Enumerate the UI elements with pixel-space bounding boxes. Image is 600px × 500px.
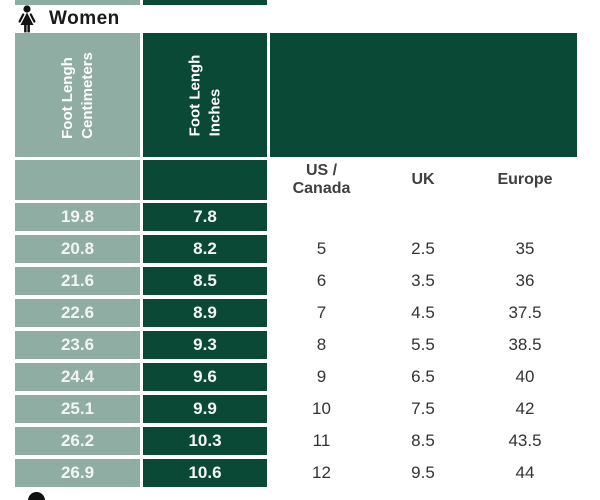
- cell-size-europe: 35: [515, 239, 535, 258]
- cell-foot-length-cm: 20.8: [15, 235, 140, 263]
- header-sizes-block: [270, 33, 577, 157]
- cell-size-europe: 42: [515, 399, 535, 418]
- cell-foot-length-inches: 7.8: [143, 203, 267, 231]
- next-section-icon-head: [28, 492, 45, 500]
- cell-foot-length-inches: 9.6: [143, 363, 267, 391]
- cell-size-uk: 3.5: [411, 271, 435, 290]
- cell-size-uk: [373, 203, 473, 231]
- column-header-uk: UK: [411, 170, 435, 188]
- header-foot-length-centimeters-text: Foot Lengh Centimeters: [58, 51, 96, 139]
- size-table-rows: 19.8 7.8 20.8 8.2 5 2.5 35 21.6 8.5 6 3.…: [15, 203, 577, 491]
- cell-size-uk: 6.5: [411, 367, 435, 386]
- header-foot-length-inches: Foot Lengh Inches: [143, 33, 267, 157]
- table-row: 25.1 9.9 10 7.5 42: [15, 395, 577, 423]
- table-row: 21.6 8.5 6 3.5 36: [15, 267, 577, 295]
- cell-foot-length-cm: 22.6: [15, 299, 140, 327]
- cell-foot-length-inches: 8.5: [143, 267, 267, 295]
- cell-foot-length-cm: 21.6: [15, 267, 140, 295]
- cell-foot-length-cm: 26.9: [15, 459, 140, 487]
- cell-size-uk: 5.5: [411, 335, 435, 354]
- cell-size-europe: 37.5: [508, 303, 542, 322]
- cell-foot-length-inches: 10.3: [143, 427, 267, 455]
- cell-size-us-canada: [270, 203, 373, 231]
- subheader-inches-spacer: [143, 160, 267, 200]
- previous-table-remnant-inches: [143, 0, 267, 5]
- section-header: Women: [15, 5, 120, 33]
- cell-foot-length-cm: 25.1: [15, 395, 140, 423]
- table-row: 20.8 8.2 5 2.5 35: [15, 235, 577, 263]
- cell-size-europe: 44: [515, 463, 535, 482]
- woman-icon: [15, 5, 39, 33]
- cell-size-us-canada: 6: [316, 271, 327, 290]
- table-row: 26.9 10.6 12 9.5 44: [15, 459, 577, 487]
- table-row: 22.6 8.9 7 4.5 37.5: [15, 299, 577, 327]
- cell-foot-length-inches: 8.9: [143, 299, 267, 327]
- section-title: Women: [49, 8, 120, 29]
- cell-size-europe: 40: [515, 367, 535, 386]
- cell-foot-length-cm: 26.2: [15, 427, 140, 455]
- cell-size-uk: 4.5: [411, 303, 435, 322]
- cell-size-europe: 36: [515, 271, 535, 290]
- cell-size-us-canada: 7: [316, 303, 327, 322]
- previous-table-remnant-cm: [15, 0, 140, 5]
- subheader-cm-spacer: [15, 160, 140, 200]
- cell-size-uk: 9.5: [411, 463, 435, 482]
- table-row: 19.8 7.8: [15, 203, 577, 231]
- cell-size-europe: 38.5: [508, 335, 542, 354]
- header-foot-length-centimeters: Foot Lengh Centimeters: [15, 33, 140, 157]
- cell-size-us-canada: 12: [312, 463, 331, 482]
- table-row: 24.4 9.6 9 6.5 40: [15, 363, 577, 391]
- cell-size-europe: 43.5: [508, 431, 542, 450]
- cell-foot-length-cm: 23.6: [15, 331, 140, 359]
- cell-size-us-canada: 9: [316, 367, 327, 386]
- cell-foot-length-inches: 8.2: [143, 235, 267, 263]
- cell-foot-length-cm: 24.4: [15, 363, 140, 391]
- cell-size-europe: [473, 203, 577, 231]
- table-row: 23.6 9.3 8 5.5 38.5: [15, 331, 577, 359]
- cell-size-us-canada: 11: [312, 431, 331, 450]
- cell-foot-length-inches: 9.9: [143, 395, 267, 423]
- table-row: 26.2 10.3 11 8.5 43.5: [15, 427, 577, 455]
- header-foot-length-inches-text: Foot Lengh Inches: [186, 54, 224, 136]
- cell-size-us-canada: 10: [312, 399, 331, 418]
- column-header-europe: Europe: [497, 170, 553, 188]
- cell-size-uk: 7.5: [411, 399, 435, 418]
- cell-size-uk: 8.5: [411, 431, 435, 450]
- cell-foot-length-inches: 10.6: [143, 459, 267, 487]
- column-header-us-canada: US / Canada: [292, 161, 351, 197]
- cell-foot-length-cm: 19.8: [15, 203, 140, 231]
- cell-size-us-canada: 8: [316, 335, 327, 354]
- cell-foot-length-inches: 9.3: [143, 331, 267, 359]
- cell-size-uk: 2.5: [411, 239, 435, 258]
- cell-size-us-canada: 5: [316, 239, 327, 258]
